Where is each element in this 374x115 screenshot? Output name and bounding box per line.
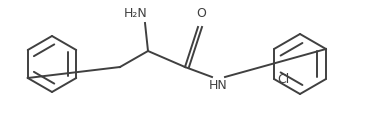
Text: HN: HN [209,78,227,91]
Text: H₂N: H₂N [124,7,148,20]
Text: O: O [196,7,206,20]
Text: Cl: Cl [277,73,289,86]
